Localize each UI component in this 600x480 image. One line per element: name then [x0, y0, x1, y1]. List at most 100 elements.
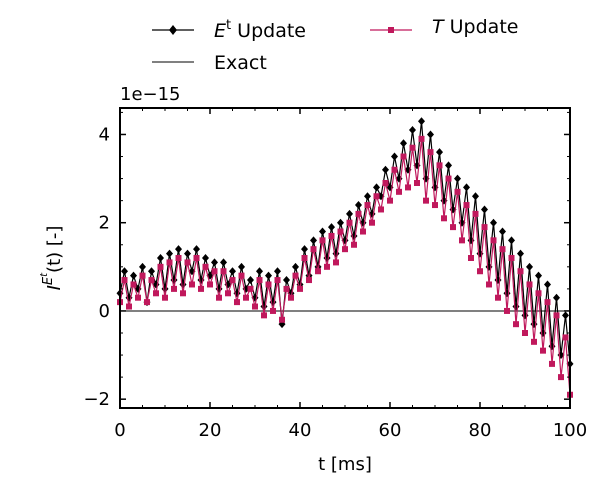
t-update-point	[472, 210, 479, 217]
legend-marker-et-update	[169, 25, 177, 35]
et-update-point	[512, 302, 520, 311]
t-update-point	[238, 272, 245, 279]
t-update-point	[517, 268, 524, 275]
et-update-point	[193, 245, 200, 254]
t-update-point	[297, 285, 303, 292]
t-update-point	[162, 294, 168, 301]
et-update-point	[535, 271, 542, 280]
et-update-point	[436, 148, 443, 157]
et-update-point	[382, 165, 389, 174]
t-update-point	[549, 360, 555, 367]
t-update-point	[540, 347, 546, 354]
t-update-point	[427, 149, 434, 156]
et-update-point	[265, 271, 272, 280]
et-update-point	[503, 289, 511, 298]
et-update-point	[166, 249, 173, 258]
y-axis-label: IEt(t) [-]	[39, 226, 65, 291]
et-update-point	[301, 245, 308, 254]
t-update-point	[234, 299, 240, 306]
et-update-point	[175, 245, 182, 254]
legend-entry-t-update: T Update	[370, 16, 518, 38]
et-update-point	[184, 249, 191, 258]
et-update-point	[130, 271, 137, 280]
x-axis-label: t [ms]	[318, 454, 372, 475]
et-update-point	[427, 130, 434, 139]
t-update-point	[211, 268, 218, 275]
t-update-point	[364, 202, 371, 209]
t-update-point	[252, 303, 258, 310]
et-update-point	[229, 267, 236, 276]
t-update-point	[526, 281, 533, 288]
t-update-point	[513, 321, 519, 328]
t-update-point	[207, 281, 213, 288]
t-update-point	[409, 144, 416, 151]
legend: Et Update T Update Exact	[152, 16, 518, 74]
t-update-point	[216, 294, 222, 301]
t-update-point	[387, 197, 393, 204]
t-update-point	[342, 246, 348, 253]
et-update-point	[544, 280, 551, 289]
t-update-point	[432, 202, 438, 209]
et-update-point	[526, 262, 533, 271]
t-update-point	[391, 166, 398, 173]
et-update-point	[292, 262, 299, 271]
legend-label-t-update: T Update	[432, 16, 518, 38]
et-update-point	[454, 174, 461, 183]
t-update-point	[328, 232, 335, 239]
t-update-point	[544, 299, 551, 306]
et-update-point	[310, 236, 317, 245]
legend-label-et-update: Et Update	[214, 18, 306, 42]
offset-text: 1e−15	[120, 84, 181, 105]
t-update-point	[346, 219, 353, 226]
et-update-point	[319, 227, 326, 236]
t-update-point	[373, 193, 380, 200]
t-update-point	[139, 272, 146, 279]
et-update-point	[238, 262, 245, 271]
t-update-point	[315, 268, 321, 275]
x-tick-label: 40	[289, 420, 312, 441]
et-update-point	[481, 205, 488, 214]
t-update-point	[418, 135, 425, 142]
t-update-point	[301, 255, 308, 261]
et-update-point	[373, 183, 380, 192]
et-update-point	[409, 126, 416, 135]
t-update-point	[423, 197, 429, 204]
t-update-point	[459, 237, 465, 244]
t-update-point	[405, 184, 411, 191]
t-update-point	[535, 290, 542, 297]
t-update-point	[553, 312, 560, 319]
t-update-point	[468, 255, 474, 261]
t-update-point	[270, 307, 276, 314]
t-update-point	[369, 219, 375, 226]
y-tick-label: 2	[99, 213, 110, 234]
et-update-point	[328, 223, 335, 232]
t-update-point	[351, 241, 357, 248]
t-update-point	[441, 215, 447, 222]
et-update-point	[283, 276, 290, 285]
t-update-point	[153, 290, 159, 297]
t-update-point	[463, 202, 470, 209]
x-tick-label: 0	[114, 420, 125, 441]
t-update-point	[481, 224, 488, 231]
t-update-point	[261, 312, 267, 319]
t-update-point	[319, 237, 326, 244]
t-update-point	[490, 237, 497, 244]
t-update-point	[337, 228, 344, 235]
et-update-series	[116, 117, 574, 368]
t-update-point	[414, 180, 420, 186]
t-update-point	[157, 263, 164, 270]
t-update-point	[522, 330, 528, 336]
et-update-point	[346, 209, 353, 218]
t-update-point	[333, 259, 339, 266]
t-update-series	[117, 135, 573, 398]
et-update-point	[472, 192, 479, 201]
legend-marker-t-update	[388, 27, 394, 33]
t-update-point	[193, 255, 200, 261]
x-tick-label: 20	[199, 420, 222, 441]
et-update-point	[179, 280, 187, 289]
t-update-point	[184, 259, 191, 266]
et-update-point	[391, 152, 398, 161]
et-update-point	[256, 267, 263, 276]
et-update-point	[418, 117, 425, 126]
t-update-point	[558, 374, 564, 381]
